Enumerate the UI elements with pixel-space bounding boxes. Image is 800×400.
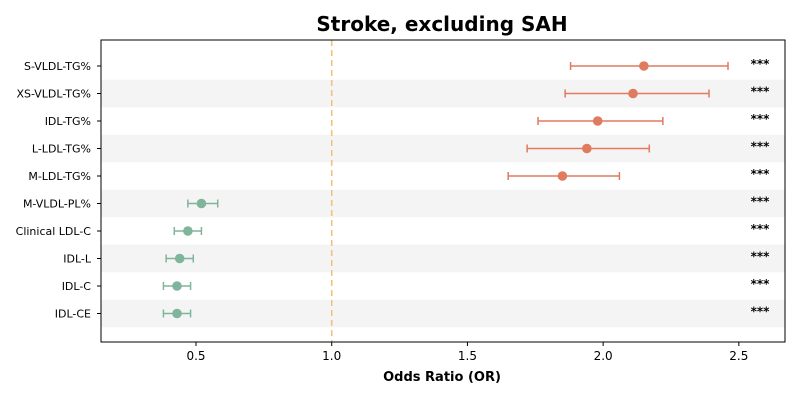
x-tick-label: 1.0 (322, 349, 341, 363)
point-estimate (196, 198, 207, 209)
point-estimate (628, 88, 638, 99)
y-tick-label: Clinical LDL-C (16, 225, 92, 238)
chart-title: Stroke, excluding SAH (316, 12, 567, 36)
y-axis-labels: S-VLDL-TG% XS-VLDL-TG% IDL-TG% L-LDL-TG% M-L… (16, 60, 101, 321)
y-tick-label: IDL-TG% (45, 115, 91, 128)
y-tick-label: IDL-L (63, 253, 92, 266)
x-tick-label: 1.5 (458, 349, 477, 363)
significance-label: *** (751, 277, 771, 291)
x-tick-label: 2.5 (729, 349, 748, 363)
significance-label: *** (751, 195, 771, 209)
point-estimates (172, 61, 649, 319)
significance-label: *** (751, 250, 771, 264)
significance-label: *** (751, 112, 771, 126)
plot-frame (100, 39, 786, 343)
x-tick-label: 0.5 (186, 349, 205, 363)
point-estimate (557, 171, 568, 181)
x-axis-ticks: 0.5 1.0 1.5 2.0 2.5 (186, 342, 748, 363)
point-estimate (582, 143, 592, 154)
point-estimate (174, 253, 185, 264)
y-tick-label: M-LDL-TG% (28, 170, 91, 183)
row-bands (101, 79, 785, 328)
significance-labels: *** *** *** *** *** *** *** *** *** *** (751, 57, 771, 319)
significance-label: *** (751, 57, 771, 71)
point-estimate (592, 116, 603, 126)
point-estimate (639, 61, 649, 71)
y-tick-label: XS-VLDL-TG% (16, 88, 91, 101)
axes (100, 39, 786, 343)
y-tick-label: M-VLDL-PL% (23, 198, 91, 211)
significance-label: *** (751, 222, 771, 236)
y-tick-label: IDL-C (62, 280, 92, 293)
point-estimate (172, 281, 182, 291)
x-tick-label: 2.0 (594, 349, 613, 363)
point-estimate (172, 308, 182, 319)
significance-label: *** (751, 167, 771, 181)
row-band (101, 134, 785, 163)
row-band (101, 299, 785, 328)
x-axis-label: Odds Ratio (OR) (383, 370, 501, 385)
y-tick-label: IDL-CE (55, 308, 91, 321)
significance-label: *** (751, 85, 771, 99)
significance-label: *** (751, 140, 771, 154)
y-tick-label: L-LDL-TG% (32, 143, 91, 156)
y-tick-label: S-VLDL-TG% (24, 60, 91, 73)
row-band (101, 244, 785, 273)
point-estimate (183, 226, 193, 236)
significance-label: *** (751, 305, 771, 319)
error-bars (162, 62, 729, 318)
